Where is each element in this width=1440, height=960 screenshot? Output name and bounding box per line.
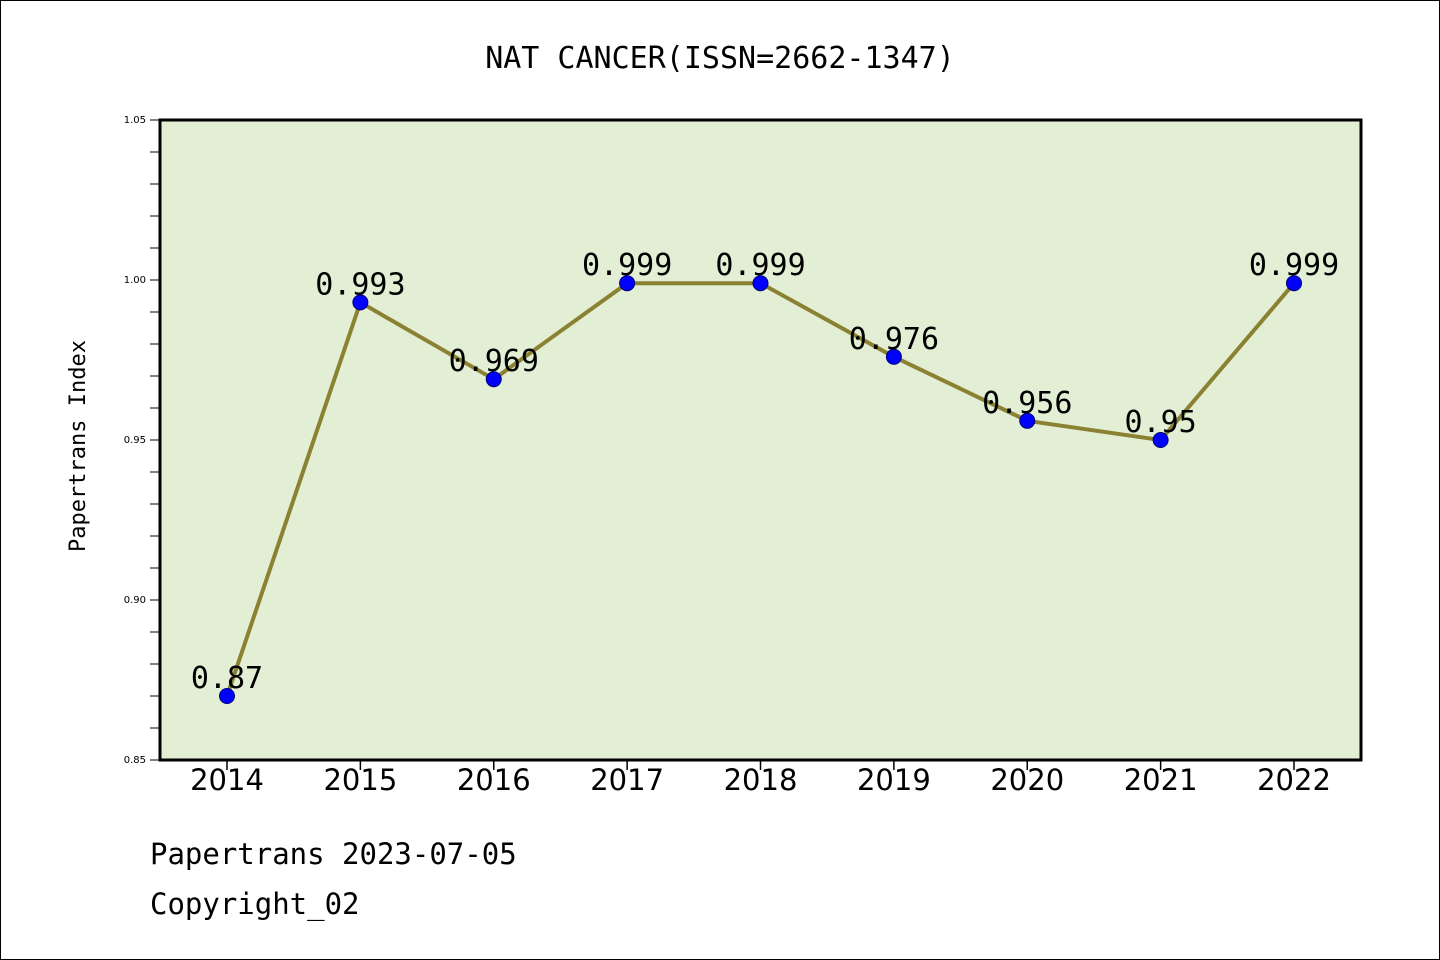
y-tick-label: 0.95 <box>124 435 146 446</box>
data-point-2022 <box>1286 275 1302 292</box>
data-label-2016: 0.969 <box>449 344 539 379</box>
data-label-2018: 0.999 <box>715 248 805 283</box>
x-tick-label: 2016 <box>457 763 531 797</box>
data-point-2018 <box>752 275 769 292</box>
plot-area <box>158 118 1363 762</box>
x-tick-label: 2018 <box>724 763 798 797</box>
data-label-2019: 0.976 <box>849 322 939 357</box>
x-tick-label: 2019 <box>857 763 931 797</box>
y-axis-label: Papertrans Index <box>66 340 91 552</box>
data-label-2015: 0.993 <box>315 267 405 302</box>
x-tick-label: 2015 <box>323 763 397 797</box>
data-label-2020: 0.956 <box>982 386 1072 421</box>
data-point-2016 <box>485 371 502 388</box>
chart-title: NAT CANCER(ISSN=2662-1347) <box>485 41 955 76</box>
data-label-2021: 0.95 <box>1125 405 1197 440</box>
y-tick-label: 0.85 <box>124 755 146 766</box>
footer-date-line: Papertrans 2023-07-05 <box>150 837 517 871</box>
data-point-2017 <box>619 275 636 292</box>
data-labels: 0.87 0.993 0.969 0.999 0.999 0.976 0.956 0.95 0.… <box>191 248 1339 696</box>
data-label-2022: 0.999 <box>1249 248 1339 283</box>
data-point-2014 <box>219 688 235 704</box>
data-point-2021 <box>1152 432 1169 448</box>
x-axis-ticks: 2014 2015 2016 2017 2018 2019 2020 2021 2022 <box>190 760 1331 797</box>
data-label-2014: 0.87 <box>191 661 263 696</box>
y-tick-label: 1.00 <box>124 275 146 286</box>
data-point-2020 <box>1019 412 1036 429</box>
y-tick-label: 0.90 <box>124 595 146 606</box>
x-tick-label: 2014 <box>190 763 264 797</box>
x-tick-label: 2017 <box>590 763 664 797</box>
x-tick-label: 2022 <box>1257 763 1331 797</box>
x-tick-label: 2020 <box>990 763 1064 797</box>
data-point-2019 <box>885 348 902 365</box>
y-axis-ticks: 0.85 0.90 0.95 1.00 1.05 <box>124 115 160 766</box>
series-markers <box>219 275 1302 704</box>
data-point-2015 <box>352 294 369 311</box>
y-tick-label: 1.05 <box>124 115 146 126</box>
footer-copyright-line: Copyright_02 <box>150 887 360 922</box>
x-tick-label: 2021 <box>1124 763 1198 797</box>
data-label-2017: 0.999 <box>582 248 672 283</box>
